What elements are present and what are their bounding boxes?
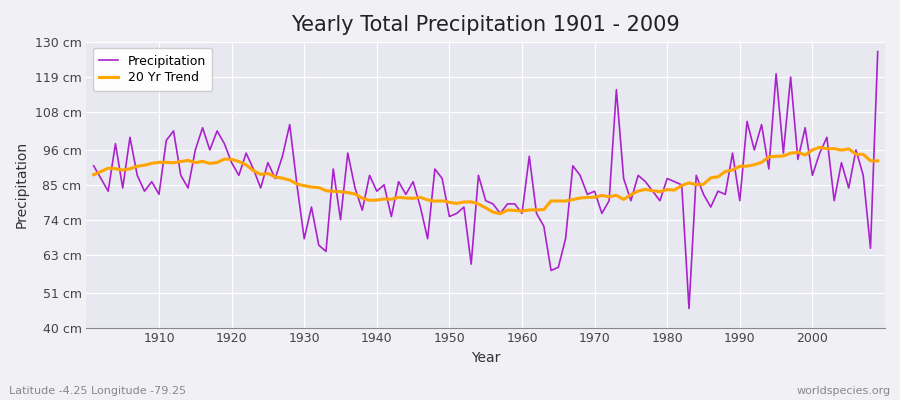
Precipitation [684,306,695,311]
Precipitation [88,164,99,168]
X-axis label: Year: Year [471,351,500,365]
20 Yr Trend [517,209,527,214]
Text: worldspecies.org: worldspecies.org [796,386,891,396]
20 Yr Trend [88,172,99,177]
Precipitation [604,198,615,203]
20 Yr Trend [147,161,158,166]
Text: Latitude -4.25 Longitude -79.25: Latitude -4.25 Longitude -79.25 [9,386,186,396]
Precipitation [349,186,360,190]
Precipitation [872,49,883,54]
20 Yr Trend [872,158,883,163]
Precipitation [517,211,527,216]
Legend: Precipitation, 20 Yr Trend: Precipitation, 20 Yr Trend [93,48,212,91]
Line: Precipitation: Precipitation [94,52,878,308]
20 Yr Trend [524,208,535,212]
Y-axis label: Precipitation: Precipitation [15,141,29,228]
20 Yr Trend [611,193,622,198]
20 Yr Trend [495,211,506,216]
20 Yr Trend [306,185,317,190]
20 Yr Trend [814,145,825,150]
Line: 20 Yr Trend: 20 Yr Trend [94,147,878,214]
Precipitation [147,179,158,184]
20 Yr Trend [349,192,360,196]
Precipitation [306,205,317,210]
Precipitation [509,202,520,206]
Title: Yearly Total Precipitation 1901 - 2009: Yearly Total Precipitation 1901 - 2009 [292,15,680,35]
